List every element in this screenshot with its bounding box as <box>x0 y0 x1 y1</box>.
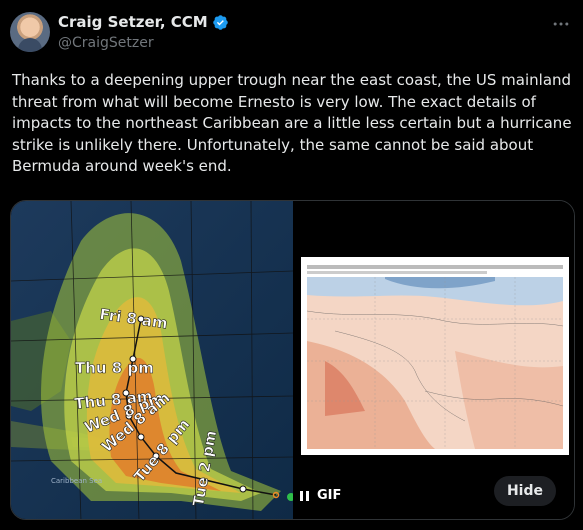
hurricane-track-map[interactable]: Fri 8 am Thu 8 pm Thu 8 am Wed 8 pm Wed … <box>11 201 293 520</box>
gif-badge[interactable]: GIF <box>300 488 341 503</box>
place-label: Caribbean Sea <box>51 477 102 485</box>
hide-button[interactable]: Hide <box>494 476 556 506</box>
track-label: Thu 8 pm <box>75 359 154 377</box>
media-container[interactable]: Fri 8 am Thu 8 pm Thu 8 am Wed 8 pm Wed … <box>10 200 575 520</box>
verified-badge-icon <box>212 14 228 30</box>
tweet-text: Thanks to a deepening upper trough near … <box>12 71 577 175</box>
author-name-row[interactable]: Craig Setzer, CCM <box>58 13 229 31</box>
pause-icon[interactable] <box>300 490 309 501</box>
more-options-icon[interactable] <box>551 14 571 34</box>
author-name[interactable]: Craig Setzer, CCM <box>58 13 208 31</box>
anomaly-map[interactable] <box>295 201 575 520</box>
author-handle[interactable]: @CraigSetzer <box>58 35 154 51</box>
gif-label: GIF <box>317 488 342 503</box>
avatar[interactable] <box>10 12 50 52</box>
